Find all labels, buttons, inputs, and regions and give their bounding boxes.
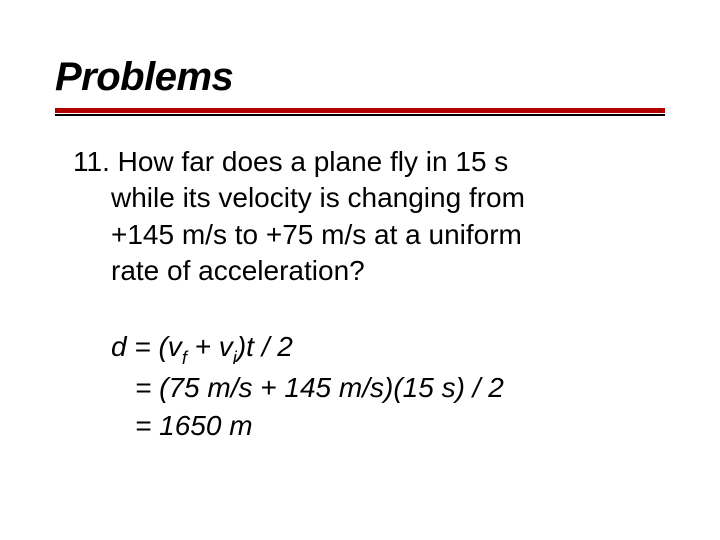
eq1-sub-f: f — [182, 348, 187, 368]
page-title: Problems — [55, 55, 665, 100]
solution-line2: = (75 m/s + 145 m/s)(15 s) / 2 — [111, 369, 665, 407]
eq1-post: )t / 2 — [237, 331, 293, 362]
problem-line1: How far does a plane fly in 15 s — [118, 146, 509, 177]
solution-line1: d = (vf + vi)t / 2 — [111, 328, 665, 369]
problem-text: 11. How far does a plane fly in 15 s whi… — [73, 144, 665, 290]
solution-line3: = 1650 m — [111, 407, 665, 445]
problem-line3: +145 m/s to +75 m/s at a uniform — [73, 217, 665, 253]
divider-red-bar — [55, 108, 665, 113]
eq1-mid: + v — [187, 331, 233, 362]
solution-block: d = (vf + vi)t / 2 = (75 m/s + 145 m/s)(… — [111, 328, 665, 445]
title-text: Problems — [55, 55, 233, 99]
eq1-pre: (v — [158, 331, 181, 362]
problem-statement: 11. How far does a plane fly in 15 s whi… — [73, 144, 665, 290]
solution-lhs: d = — [111, 331, 158, 362]
problem-number: 11. — [73, 146, 110, 177]
eq1-sub-i: i — [233, 348, 237, 368]
title-divider — [55, 108, 665, 116]
problem-line2: while its velocity is changing from — [73, 180, 665, 216]
problem-line4: rate of acceleration? — [73, 253, 665, 289]
title-block: Problems — [55, 55, 665, 100]
divider-black-bar — [55, 114, 665, 116]
